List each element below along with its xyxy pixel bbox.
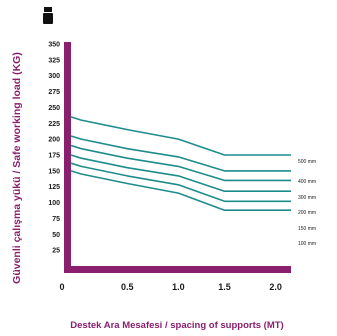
legend-entry: 400 mm bbox=[298, 179, 316, 185]
legend-entry: 200 mm bbox=[298, 210, 316, 216]
x-ticks: 0 0.5 1.0 1.5 2.0 bbox=[59, 282, 281, 292]
y-tick-label: 150 bbox=[48, 168, 60, 175]
series-line bbox=[70, 135, 291, 172]
series-line bbox=[70, 170, 291, 211]
y-tick-label: 250 bbox=[48, 105, 60, 112]
y-ticks: 25 50 75 100 125 150 175 200 225 250 275 300 325 350 bbox=[48, 42, 60, 255]
series-line bbox=[70, 154, 291, 192]
series-line bbox=[70, 116, 291, 156]
y-tick-label: 200 bbox=[48, 137, 60, 144]
series-line bbox=[70, 162, 291, 203]
y-tick-label: 175 bbox=[48, 153, 60, 160]
y-axis-label: Güvenli çalışma yükü / Safe working load… bbox=[11, 52, 23, 284]
series-line bbox=[70, 144, 291, 182]
x-axis-label: Destek Ara Mesafesi / spacing of support… bbox=[70, 320, 283, 331]
x-tick-label: 2.0 bbox=[269, 282, 282, 292]
series-lines bbox=[70, 116, 291, 211]
y-tick-label: 125 bbox=[48, 184, 60, 191]
y-tick-label: 50 bbox=[52, 232, 60, 239]
x-tick-label: 1.0 bbox=[172, 282, 185, 292]
y-tick-label: 325 bbox=[48, 57, 60, 64]
x-tick-label: 0 bbox=[59, 282, 64, 292]
y-tick-label: 300 bbox=[48, 73, 60, 80]
legend-entry: 500 mm bbox=[298, 159, 316, 165]
weight-icon bbox=[43, 7, 53, 24]
x-tick-label: 0.5 bbox=[121, 282, 134, 292]
x-tick-label: 1.5 bbox=[218, 282, 231, 292]
y-tick-label: 25 bbox=[52, 248, 60, 255]
y-tick-label: 275 bbox=[48, 89, 60, 96]
legend: 500 mm 400 mm 300 mm 200 mm 150 mm 100 mm bbox=[298, 159, 316, 247]
legend-entry: 100 mm bbox=[298, 241, 316, 247]
y-axis bbox=[64, 42, 71, 272]
y-tick-label: 75 bbox=[52, 216, 60, 223]
y-tick-label: 225 bbox=[48, 121, 60, 128]
y-tick-label: 100 bbox=[48, 200, 60, 207]
legend-entry: 150 mm bbox=[298, 226, 316, 232]
legend-entry: 300 mm bbox=[298, 195, 316, 201]
x-axis bbox=[64, 266, 291, 273]
y-tick-label: 350 bbox=[48, 42, 60, 49]
